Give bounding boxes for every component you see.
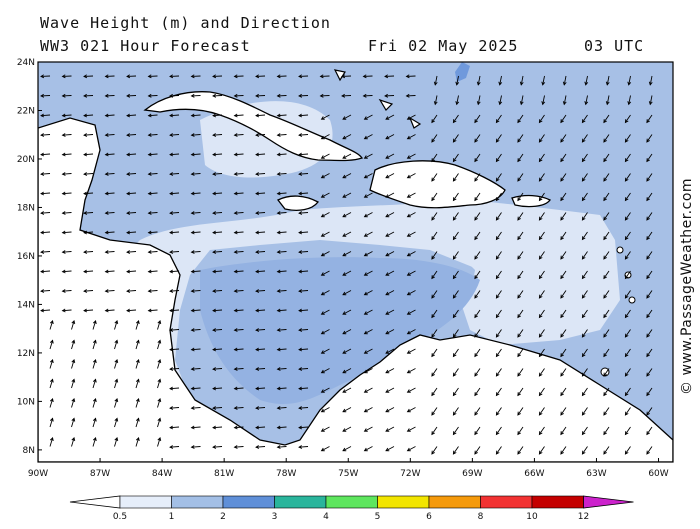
land-antilles-1 (617, 247, 623, 253)
lat-tick-label: 22N (17, 106, 35, 116)
legend-label: 12 (578, 512, 589, 522)
legend-label: 6 (426, 512, 432, 522)
lon-tick-label: 60W (648, 469, 668, 479)
legend-label: 8 (478, 512, 484, 522)
map-title: Wave Height (m) and Direction (40, 14, 331, 32)
lat-tick-label: 18N (17, 203, 35, 213)
legend-color-swatch (326, 496, 378, 508)
legend-color-swatch (481, 496, 533, 508)
lon-tick-label: 90W (28, 469, 48, 479)
legend-label: 0.5 (113, 512, 127, 522)
legend-label: 1 (169, 512, 175, 522)
lat-tick-label: 8N (23, 446, 35, 456)
legend-color-swatch (378, 496, 430, 508)
legend-label: 5 (375, 512, 381, 522)
credit-text: © www.PassageWeather.com (679, 178, 695, 395)
legend-color-swatch (532, 496, 584, 508)
map-subtitle: WW3 021 Hour Forecast (40, 37, 251, 55)
lon-tick-label: 87W (90, 469, 110, 479)
legend-label: 2 (220, 512, 226, 522)
lon-tick-label: 78W (276, 469, 296, 479)
lat-tick-label: 10N (17, 397, 35, 407)
land-antilles-3 (629, 297, 635, 303)
forecast-time: 03 UTC (584, 37, 644, 55)
legend-low-triangle (70, 496, 120, 508)
legend-label: 4 (323, 512, 329, 522)
legend-color-swatch (429, 496, 481, 508)
legend-color-swatch (172, 496, 224, 508)
lon-tick-label: 84W (152, 469, 172, 479)
lon-tick-label: 63W (586, 469, 606, 479)
legend-label: 3 (272, 512, 278, 522)
lon-tick-label: 69W (462, 469, 482, 479)
lat-tick-label: 20N (17, 155, 35, 165)
lat-tick-label: 16N (17, 252, 35, 262)
forecast-date: Fri 02 May 2025 (368, 37, 518, 55)
lat-tick-label: 14N (17, 300, 35, 310)
legend-high-triangle (584, 496, 634, 508)
legend-label: 10 (526, 512, 538, 522)
legend-color-swatch (120, 496, 172, 508)
lon-tick-label: 75W (338, 469, 358, 479)
lat-tick-label: 24N (17, 58, 35, 68)
lon-tick-label: 81W (214, 469, 234, 479)
lon-tick-label: 72W (400, 469, 420, 479)
legend-color-swatch (275, 496, 327, 508)
lat-tick-label: 12N (17, 349, 35, 359)
lon-tick-label: 66W (524, 469, 544, 479)
legend-color-swatch (223, 496, 275, 508)
